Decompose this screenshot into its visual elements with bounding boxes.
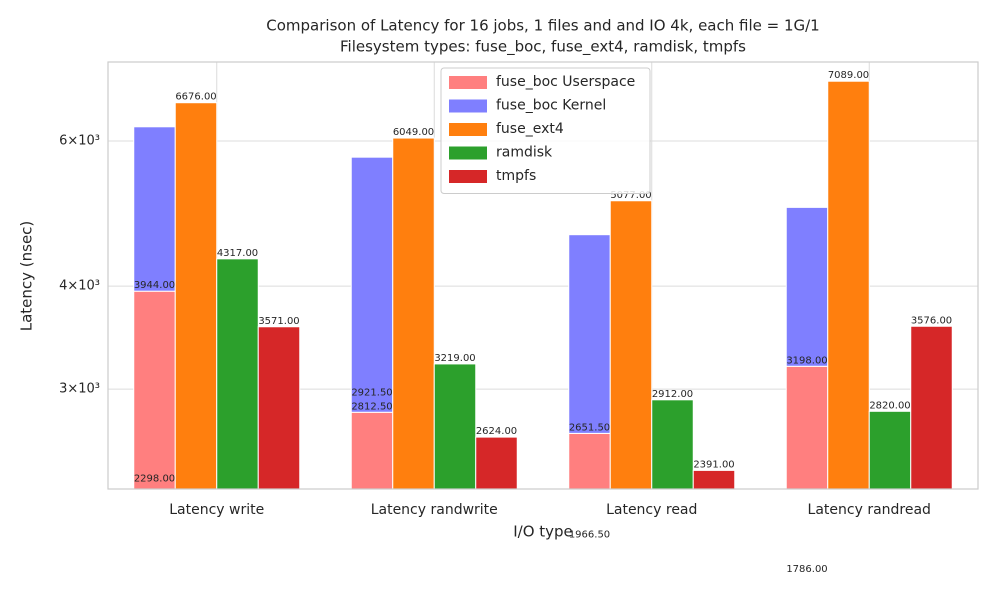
bar xyxy=(827,80,870,490)
legend-label: fuse_boc Userspace xyxy=(496,74,635,90)
bar xyxy=(133,290,176,490)
legend-swatch xyxy=(449,170,487,183)
y-tick-label: 3×10³ xyxy=(59,382,100,397)
data-label: 2820.00 xyxy=(869,400,910,411)
data-label: 1966.50 xyxy=(569,529,610,540)
y-tick-label: 6×10³ xyxy=(59,133,100,148)
bar xyxy=(133,126,176,292)
x-tick-label: Latency write xyxy=(169,502,264,518)
x-tick-label: Latency randread xyxy=(808,502,931,518)
data-label: 3198.00 xyxy=(786,355,827,366)
x-tick-label: Latency read xyxy=(606,502,697,518)
chart-subtitle: Filesystem types: fuse_boc, fuse_ext4, r… xyxy=(340,38,746,57)
legend-label: fuse_ext4 xyxy=(496,121,564,137)
bar xyxy=(216,258,259,490)
legend-label: fuse_boc Kernel xyxy=(496,98,606,114)
bar xyxy=(568,234,611,434)
x-axis-label: I/O type xyxy=(513,523,573,541)
legend-swatch xyxy=(449,146,487,160)
bar xyxy=(692,469,736,490)
bar xyxy=(350,411,394,490)
data-label: 2921.50 xyxy=(351,388,392,399)
chart-title: Comparison of Latency for 16 jobs, 1 fil… xyxy=(266,17,819,35)
data-label: 6049.00 xyxy=(393,127,434,138)
data-label: 2391.00 xyxy=(693,459,734,470)
bar xyxy=(433,363,477,490)
legend-swatch xyxy=(449,123,487,136)
legend-swatch xyxy=(449,99,487,113)
bar xyxy=(174,102,218,490)
data-label: 3219.00 xyxy=(434,353,475,364)
data-label: 2812.50 xyxy=(351,401,392,412)
data-label: 5077.00 xyxy=(610,190,651,201)
data-label: 2624.00 xyxy=(476,426,517,437)
bar xyxy=(651,399,694,490)
data-label: 3576.00 xyxy=(911,315,952,326)
bar xyxy=(785,206,829,367)
legend-box xyxy=(440,67,651,194)
bar xyxy=(257,326,301,490)
bar xyxy=(475,436,518,490)
bar xyxy=(392,137,435,490)
data-label: 3944.00 xyxy=(134,280,175,291)
bar xyxy=(609,200,653,490)
data-label: 7089.00 xyxy=(828,70,869,81)
y-axis-label: Latency (nsec) xyxy=(18,221,36,332)
bar xyxy=(910,325,953,490)
data-label: 2298.00 xyxy=(134,474,175,485)
data-label: 2651.50 xyxy=(569,422,610,433)
bar xyxy=(868,410,912,490)
data-label: 1786.00 xyxy=(786,564,827,575)
legend-swatch xyxy=(449,76,487,89)
x-tick-label: Latency randwrite xyxy=(371,502,498,518)
data-label: 4317.00 xyxy=(217,248,258,259)
bar xyxy=(785,365,829,490)
plot-frame xyxy=(107,61,979,490)
data-label: 2912.00 xyxy=(652,389,693,400)
y-tick-label: 4×10³ xyxy=(59,279,100,294)
bar xyxy=(568,432,611,490)
bar xyxy=(350,156,394,413)
legend-label: ramdisk xyxy=(496,145,553,161)
data-label: 6676.00 xyxy=(175,92,216,103)
data-label: 3571.00 xyxy=(258,316,299,327)
legend-label: tmpfs xyxy=(496,168,536,184)
